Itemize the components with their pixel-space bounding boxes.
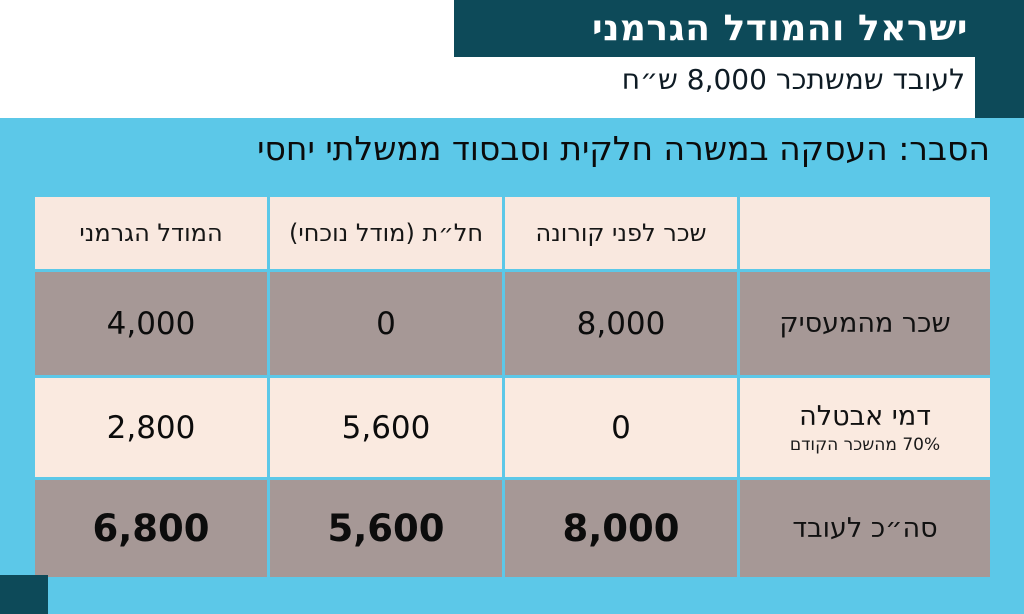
page-subtitle: לעובד שמשתכר 8,000 ש״ח (621, 63, 965, 96)
row-label-text: דמי אבטלה (799, 400, 931, 432)
cell-employer-salary-chalat: 0 (270, 272, 502, 375)
cell-employer-salary-german-model: 4,000 (35, 272, 267, 375)
column-header-before-corona: שכר לפני קורונה (505, 197, 737, 269)
table-corner-cell (740, 197, 990, 269)
row-sublabel-text: 70% מהשכר הקודם (789, 434, 941, 455)
row-label-unemployment-benefits: דמי אבטלה 70% מהשכר הקודם (740, 378, 990, 477)
column-header-german-model: המודל הגרמני (35, 197, 267, 269)
row-label-text: שכר מהמעסיק (779, 308, 951, 339)
column-header-chalat-current-model: חל״ת (מודל נוכחי) (270, 197, 502, 269)
comparison-table: שכר לפני קורונה חל״ת (מודל נוכחי) המודל … (35, 197, 990, 577)
row-label-total-for-worker: סה״כ לעובד (740, 480, 990, 577)
footer-corner-block (0, 575, 48, 614)
cell-unemployment-chalat: 5,600 (270, 378, 502, 477)
cell-unemployment-before-corona: 0 (505, 378, 737, 477)
cell-total-chalat: 5,600 (270, 480, 502, 577)
row-label-employer-salary: שכר מהמעסיק (740, 272, 990, 375)
page-title: ישראל והמודל הגרמני (591, 7, 968, 49)
cell-unemployment-german-model: 2,800 (35, 378, 267, 477)
row-label-text: סה״כ לעובד (792, 513, 938, 544)
explainer-text: הסבר: העסקה במשרה חלקית וסבסוד ממשלתי יח… (257, 129, 990, 168)
cell-total-before-corona: 8,000 (505, 480, 737, 577)
cell-total-german-model: 6,800 (35, 480, 267, 577)
title-bar: ישראל והמודל הגרמני (454, 0, 1024, 57)
cell-employer-salary-before-corona: 8,000 (505, 272, 737, 375)
